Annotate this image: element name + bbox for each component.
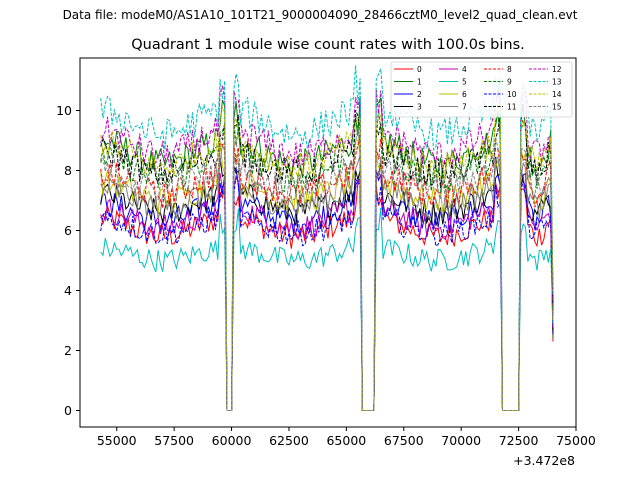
legend-label-14: 14 xyxy=(552,90,562,99)
y-tick-label: 4 xyxy=(64,283,72,298)
y-tick-label: 6 xyxy=(64,223,72,238)
series-line-14 xyxy=(100,103,554,411)
series-layer xyxy=(100,65,554,411)
x-tick-label: 67500 xyxy=(384,433,424,448)
x-tick-label: 65000 xyxy=(326,433,366,448)
x-tick-label: 75000 xyxy=(556,433,596,448)
legend-label-9: 9 xyxy=(507,78,512,87)
x-tick-label: 55000 xyxy=(97,433,137,448)
plot-frame xyxy=(79,57,577,428)
series-line-3 xyxy=(100,156,554,411)
y-tick-label: 2 xyxy=(64,343,72,358)
series-line-5 xyxy=(100,208,554,411)
series-line-10 xyxy=(100,174,554,411)
x-offset-label: +3.472e8 xyxy=(513,453,575,468)
x-tick-label: 57500 xyxy=(154,433,194,448)
legend-label-7: 7 xyxy=(462,103,467,112)
legend-label-6: 6 xyxy=(462,90,467,99)
suptitle: Data file: modeM0/AS1A10_101T21_90000040… xyxy=(63,8,578,22)
legend-box xyxy=(390,61,573,118)
legend-label-5: 5 xyxy=(462,78,467,87)
y-tick-label: 0 xyxy=(64,403,72,418)
legend-label-8: 8 xyxy=(507,65,512,74)
legend-label-12: 12 xyxy=(552,65,562,74)
legend-label-11: 11 xyxy=(507,103,517,112)
legend-label-2: 2 xyxy=(417,90,422,99)
legend-label-0: 0 xyxy=(417,65,422,74)
axis-layer: 55000 57500 60000 62500 65000 67500 70000 72500… xyxy=(56,103,596,448)
legend-label-4: 4 xyxy=(462,65,467,74)
series-line-1 xyxy=(100,95,554,411)
legend-label-13: 13 xyxy=(552,78,562,87)
series-line-8 xyxy=(100,134,554,411)
legend-label-15: 15 xyxy=(552,103,562,112)
y-tick-label: 8 xyxy=(64,163,72,178)
legend-label-1: 1 xyxy=(417,78,422,87)
legend-label-10: 10 xyxy=(507,90,517,99)
x-tick-label: 70000 xyxy=(441,433,481,448)
series-line-11 xyxy=(100,109,554,411)
x-tick-label: 72500 xyxy=(499,433,539,448)
y-tick-label: 10 xyxy=(56,103,72,118)
series-line-12 xyxy=(100,85,554,411)
series-line-9 xyxy=(100,109,554,411)
series-line-4 xyxy=(100,170,554,411)
series-line-15 xyxy=(100,127,554,411)
series-line-7 xyxy=(100,144,554,411)
chart-title: Quadrant 1 module wise count rates with … xyxy=(131,37,525,53)
legend-label-3: 3 xyxy=(417,103,422,112)
x-tick-label: 60000 xyxy=(212,433,252,448)
x-tick-label: 62500 xyxy=(269,433,309,448)
